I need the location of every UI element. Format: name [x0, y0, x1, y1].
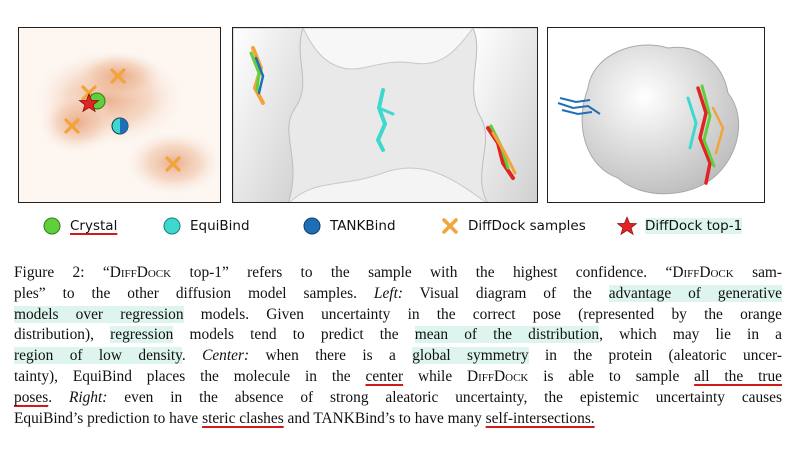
density-diagram [19, 28, 221, 203]
caption-text: DiffDock [672, 264, 733, 281]
legend-label: TANKBind [330, 218, 396, 234]
underlined-phrase: steric clashes [202, 410, 284, 427]
figure-caption: Figure 2: “DiffDock top-1” refers to the… [14, 263, 782, 429]
caption-text: when there is a [249, 347, 412, 364]
caption-line: ples” to the other diffusion model sampl… [14, 284, 782, 305]
caption-text: Left: [374, 285, 403, 302]
protein-surface-render [233, 28, 538, 203]
caption-text: , which may lie in a [599, 326, 782, 343]
surface-right-wall [473, 28, 538, 203]
legend-item-equibind: EquiBind [162, 214, 250, 238]
underlined-phrase: all the true [694, 368, 782, 385]
red-star-icon [617, 216, 637, 236]
panel-left-density-diagram [18, 27, 221, 203]
caption-text: Center: [202, 347, 249, 364]
panel-right-protein-overview [547, 27, 765, 203]
caption-text: DiffDock [110, 264, 171, 281]
protein-overview-render [548, 28, 765, 203]
orange-x-icon [440, 216, 460, 236]
caption-text: models tend to predict the [173, 326, 414, 343]
caption-text: while [403, 368, 467, 385]
caption-text: EquiBind’s prediction to have [14, 410, 202, 427]
caption-line: poses. Right: even in the absence of str… [14, 388, 782, 409]
caption-text: . [182, 347, 202, 364]
legend-label: DiffDock top-1 [645, 218, 742, 234]
legend-label: EquiBind [190, 218, 250, 234]
underlined-phrase: self-intersections. [486, 410, 595, 427]
green-circle-icon [42, 216, 62, 236]
legend-item-tankbind: TANKBind [302, 214, 396, 238]
highlighted-phrase: models over regression [14, 306, 184, 323]
caption-text: Right: [69, 389, 107, 406]
highlighted-phrase: mean of the distribution [415, 326, 599, 343]
underlined-phrase: center [366, 368, 404, 385]
caption-text: is able to sample [528, 368, 694, 385]
legend-item-diffdock-samples: DiffDock samples [440, 214, 586, 238]
caption-text: Visual diagram of the [403, 285, 609, 302]
caption-text: . [48, 389, 69, 406]
legend-item-crystal: Crystal [42, 214, 117, 238]
caption-text: sam- [734, 264, 782, 281]
caption-text: top-1” refers to the sample with the hig… [171, 264, 672, 281]
caption-text: Figure 2: “ [14, 264, 110, 281]
blue-circle-icon [302, 216, 322, 236]
caption-line: region of low density. Center: when ther… [14, 346, 782, 367]
caption-text: and TANKBind’s to have many [284, 410, 486, 427]
caption-text: models. Given uncertainty in the correct… [184, 306, 782, 323]
caption-text: tainty), EquiBind places the molecule in… [14, 368, 366, 385]
panel-center-protein-surface [232, 27, 538, 203]
highlighted-phrase: global symmetry [412, 347, 528, 364]
caption-text: even in the absence of strong aleatoric … [107, 389, 782, 406]
legend-label: DiffDock samples [468, 218, 586, 234]
cyan-circle-icon [162, 216, 182, 236]
highlighted-phrase: region of low density [14, 347, 182, 364]
highlighted-phrase: advantage of generative [609, 285, 782, 302]
caption-text: ples” to the other diffusion model sampl… [14, 285, 374, 302]
caption-text: DiffDock [467, 368, 528, 385]
protein-body [582, 45, 739, 194]
caption-line: models over regression models. Given unc… [14, 305, 782, 326]
caption-line: Figure 2: “DiffDock top-1” refers to the… [14, 263, 782, 284]
caption-line: distribution), regression models tend to… [14, 325, 782, 346]
underlined-phrase: poses [14, 389, 48, 406]
caption-text: distribution), [14, 326, 110, 343]
caption-text: in the protein (aleatoric uncer- [529, 347, 782, 364]
caption-line: tainty), EquiBind places the molecule in… [14, 367, 782, 388]
highlighted-phrase: regression [110, 326, 173, 343]
legend-item-diffdock-top1: DiffDock top-1 [617, 214, 742, 238]
figure-legend: Crystal EquiBind TANKBind DiffDock sampl… [0, 214, 798, 240]
caption-line: EquiBind’s prediction to have steric cla… [14, 409, 782, 430]
legend-label: Crystal [70, 218, 117, 234]
equibind-tankbind-marker [112, 118, 128, 134]
